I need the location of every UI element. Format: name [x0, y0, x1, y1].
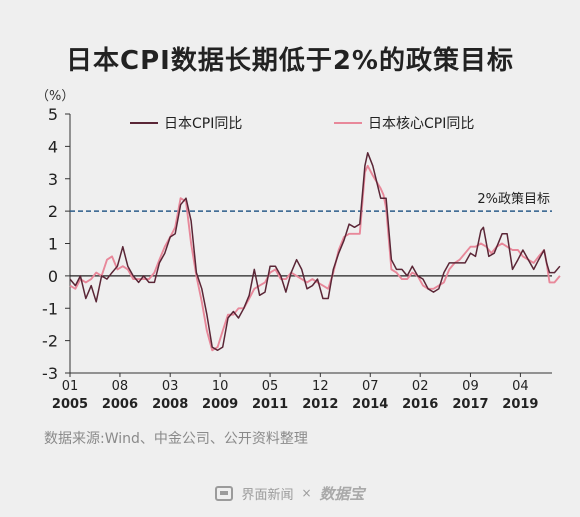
x-tick-year-label: 2016 [402, 397, 438, 412]
x-tick-month-label: 09 [462, 379, 479, 394]
y-axis-unit: （%） [36, 89, 74, 104]
data-source: 数据来源:Wind、中金公司、公开资料整理 [44, 431, 308, 447]
x-tick-year-label: 2011 [252, 397, 288, 412]
cpi-line-chart: （%）-3-2-10123450120050820060320081020090… [36, 89, 561, 412]
y-tick-label: 1 [48, 235, 58, 254]
series-line-headline-cpi [69, 152, 561, 352]
brand-name: 界面新闻 [241, 487, 294, 503]
x-tick-month-label: 05 [262, 379, 279, 394]
x-tick-year-label: 2017 [452, 397, 488, 412]
y-tick-label: 0 [48, 267, 58, 286]
x-tick-month-label: 08 [112, 379, 129, 394]
x-tick-month-label: 04 [512, 379, 529, 394]
x-tick-year-label: 2005 [52, 397, 88, 412]
brand-separator: × [301, 486, 312, 500]
x-tick-month-label: 02 [412, 379, 429, 394]
x-tick-month-label: 10 [212, 379, 229, 394]
x-tick-month-label: 07 [362, 379, 379, 394]
x-tick-year-label: 2019 [502, 397, 538, 412]
x-tick-year-label: 2006 [102, 397, 138, 412]
brand-logo-icon [215, 485, 234, 501]
legend-label: 日本CPI同比 [164, 116, 242, 132]
footer-brand: 界面新闻 × 数据宝 [0, 480, 580, 506]
y-tick-label: 2 [48, 202, 58, 221]
y-tick-label: 5 [48, 105, 58, 124]
y-tick-label: 4 [48, 137, 58, 156]
legend-label: 日本核心CPI同比 [368, 116, 474, 132]
series-line-core-cpi [69, 164, 561, 352]
y-tick-label: -2 [42, 332, 58, 351]
x-tick-year-label: 2012 [302, 397, 338, 412]
x-tick-year-label: 2014 [352, 397, 388, 412]
partner-brand: 数据宝 [319, 484, 365, 503]
y-tick-label: 3 [48, 170, 58, 189]
policy-target-label: 2%政策目标 [477, 191, 550, 207]
y-tick-label: -3 [42, 364, 58, 383]
x-tick-month-label: 01 [62, 379, 79, 394]
chart-title: 日本CPI数据长期低于2%的政策目标 [66, 46, 514, 76]
x-tick-month-label: 03 [162, 379, 179, 394]
x-tick-year-label: 2009 [202, 397, 238, 412]
x-tick-year-label: 2008 [152, 397, 188, 412]
y-tick-label: -1 [42, 299, 58, 318]
x-tick-month-label: 12 [312, 379, 329, 394]
